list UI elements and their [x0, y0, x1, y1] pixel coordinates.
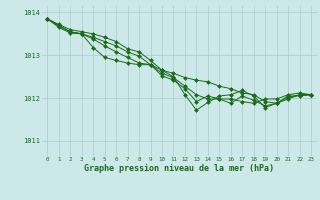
X-axis label: Graphe pression niveau de la mer (hPa): Graphe pression niveau de la mer (hPa) — [84, 164, 274, 173]
